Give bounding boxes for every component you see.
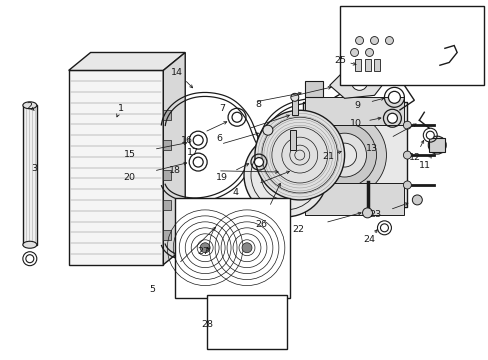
Circle shape (403, 151, 410, 159)
Circle shape (385, 37, 393, 45)
Circle shape (193, 157, 203, 167)
Circle shape (370, 37, 378, 45)
Bar (163, 170, 171, 180)
Text: 11: 11 (418, 161, 430, 170)
Circle shape (380, 224, 387, 232)
Circle shape (427, 136, 446, 154)
Circle shape (244, 133, 327, 217)
Bar (175, 198, 289, 298)
Bar (289, 130, 295, 150)
Circle shape (351, 75, 367, 90)
Circle shape (254, 158, 263, 167)
Polygon shape (163, 53, 185, 265)
Circle shape (26, 255, 34, 263)
Bar (163, 200, 171, 210)
Circle shape (232, 112, 242, 122)
Text: 8: 8 (254, 100, 261, 109)
Ellipse shape (23, 241, 37, 248)
Text: 6: 6 (216, 134, 222, 143)
Circle shape (242, 243, 251, 253)
Circle shape (332, 143, 356, 167)
Text: 24: 24 (363, 235, 375, 244)
Text: 27: 27 (197, 247, 209, 256)
Text: 10: 10 (349, 119, 361, 128)
Text: 28: 28 (201, 320, 213, 329)
Polygon shape (329, 68, 384, 98)
Bar (304, 183, 404, 215)
Text: 16: 16 (181, 136, 193, 145)
Bar (339, 6, 483, 85)
Bar (354, 59, 360, 71)
Text: 20: 20 (123, 172, 135, 181)
Circle shape (249, 310, 273, 334)
Bar (163, 140, 171, 150)
Circle shape (446, 26, 471, 51)
Text: 21: 21 (322, 152, 334, 161)
Text: 9: 9 (354, 101, 360, 110)
Circle shape (410, 62, 417, 69)
Polygon shape (68, 53, 185, 71)
Bar (302, 102, 407, 207)
Text: 3: 3 (31, 163, 37, 172)
Bar (291, 97, 297, 115)
Text: 26: 26 (254, 220, 266, 229)
Text: 4: 4 (232, 188, 238, 197)
Bar (163, 230, 171, 240)
Circle shape (215, 310, 239, 334)
Bar (428, 138, 444, 152)
Text: 15: 15 (123, 150, 135, 159)
Circle shape (302, 113, 386, 197)
Text: 5: 5 (149, 285, 155, 294)
Text: 2: 2 (26, 102, 32, 111)
Circle shape (322, 133, 366, 177)
Circle shape (254, 110, 344, 200)
Circle shape (386, 113, 397, 123)
Circle shape (312, 123, 376, 187)
Text: 7: 7 (219, 104, 224, 113)
Bar (304, 97, 404, 125)
Circle shape (200, 243, 210, 253)
Text: 25: 25 (334, 56, 346, 65)
Circle shape (411, 195, 422, 205)
Text: 22: 22 (292, 225, 304, 234)
Bar (163, 110, 171, 120)
Circle shape (263, 125, 272, 135)
Circle shape (403, 181, 410, 189)
Bar (68, 71, 163, 265)
Circle shape (290, 93, 298, 101)
Circle shape (365, 49, 373, 57)
Ellipse shape (23, 102, 37, 109)
Text: 12: 12 (408, 153, 421, 162)
Text: 19: 19 (216, 172, 227, 181)
Circle shape (387, 91, 400, 103)
Circle shape (355, 37, 363, 45)
Circle shape (362, 208, 372, 218)
Circle shape (208, 217, 217, 226)
Text: 18: 18 (169, 166, 181, 175)
Text: 13: 13 (365, 144, 377, 153)
Circle shape (350, 49, 358, 57)
Bar (23, 105, 37, 245)
Circle shape (424, 45, 433, 55)
Bar (364, 59, 370, 71)
Circle shape (193, 135, 203, 145)
Bar (207, 294, 286, 349)
Text: 1: 1 (117, 104, 123, 113)
Bar (374, 59, 380, 71)
Circle shape (426, 131, 433, 139)
Text: 23: 23 (368, 210, 381, 219)
Circle shape (403, 121, 410, 129)
Text: 14: 14 (171, 68, 183, 77)
Text: 17: 17 (187, 148, 199, 157)
Bar (304, 81, 322, 97)
